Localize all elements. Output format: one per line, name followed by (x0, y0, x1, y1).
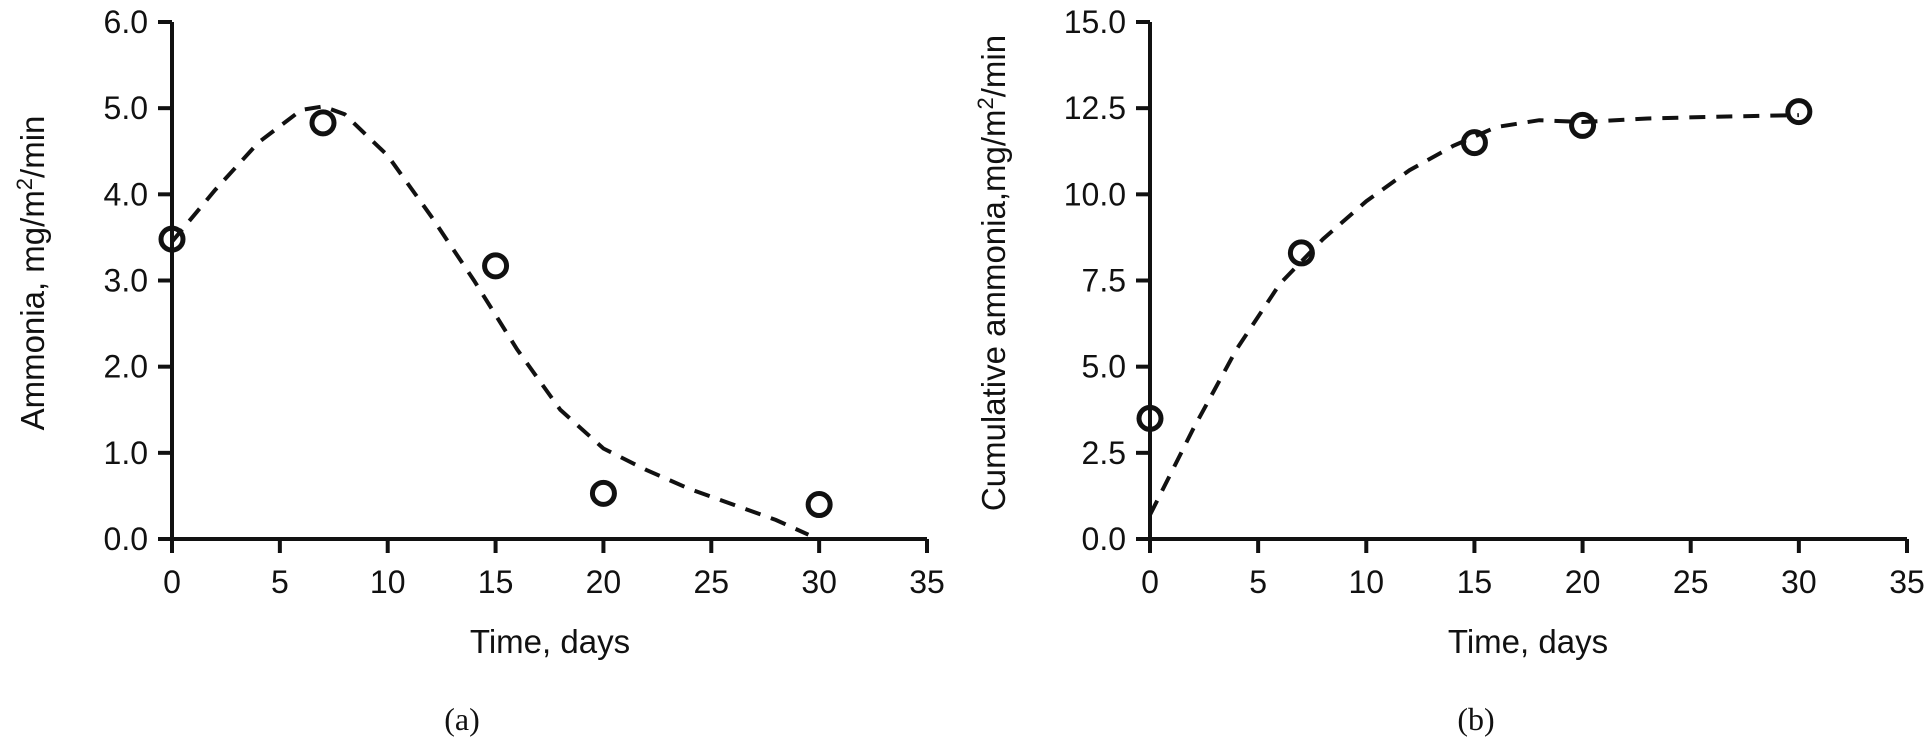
panel-b-x-tick-label: 20 (1565, 564, 1601, 600)
panel-b-y-tick-label: 12.5 (1064, 90, 1126, 126)
panel-b-x-tick-label: 15 (1457, 564, 1493, 600)
chart-panel-a: 0.0 1.0 2.0 3.0 4.0 5.0 6.0 0 5 10 15 20 25 30 35 Time… (12, 4, 945, 737)
panel-a-y-tick-label: 5.0 (104, 90, 148, 126)
panel-a-x-axis-title: Time, days (470, 623, 630, 660)
panel-b-y-tick-label: 0.0 (1082, 521, 1126, 557)
panel-b-y-tick-label: 5.0 (1082, 349, 1126, 385)
panel-b-caption: (b) (1457, 701, 1494, 737)
panel-a-trend-line (170, 104, 810, 537)
panel-a-x-tick-label: 0 (163, 564, 181, 600)
panel-a-y-tick-label: 2.0 (104, 349, 148, 385)
panel-a-data-point (482, 252, 510, 280)
panel-b-x-tick-label: 10 (1348, 564, 1384, 600)
panel-a-y-tick-label: 1.0 (104, 435, 148, 471)
panel-b-data-point (1287, 239, 1315, 267)
panel-b-marks: 0.0 2.5 5.0 7.5 10.0 12.5 15.0 0 5 10 15 20 25 30 35 (1064, 4, 1925, 600)
panel-b-data-point (1136, 404, 1164, 432)
panel-b-data-point (1460, 129, 1488, 157)
panel-a-x-tick-label: 10 (370, 564, 406, 600)
panel-b-data-point (1785, 98, 1813, 126)
panel-a-y-tick-label: 3.0 (104, 263, 148, 299)
panel-a-y-axis-title-tail: /min (14, 116, 51, 178)
panel-b-y-tick-label: 2.5 (1082, 435, 1126, 471)
panel-b-x-tick-label: 5 (1249, 564, 1267, 600)
panel-b-y-tick-label: 15.0 (1064, 4, 1126, 40)
panel-b-data-point (1569, 111, 1597, 139)
panel-a-x-tick-label: 15 (478, 564, 514, 600)
panel-a-data-point (805, 491, 833, 519)
panel-b-y-axis-title: Cumulative ammonia,mg/m2/min (973, 35, 1012, 511)
panel-b-y-tick-label: 7.5 (1082, 263, 1126, 299)
panel-b-x-tick-label: 0 (1141, 564, 1159, 600)
panel-b-x-tick-label: 30 (1781, 564, 1817, 600)
panel-b-y-axis-title-tail: /min (975, 35, 1012, 97)
panel-a-y-axis-title-sup: 2 (12, 178, 37, 190)
panel-b-y-tick-label: 10.0 (1064, 176, 1126, 212)
panel-b-y-axis-title-sup: 2 (973, 97, 998, 109)
panel-b-x-tick-label: 25 (1673, 564, 1709, 600)
panel-a-y-tick-label: 0.0 (104, 521, 148, 557)
panel-b-y-axis-title-main: Cumulative ammonia,mg/m (975, 109, 1012, 511)
panel-a-y-tick-label: 6.0 (104, 4, 148, 40)
panel-b-trend-line (1148, 113, 1799, 516)
panel-a-y-axis-title: Ammonia, mg/m2/min (12, 116, 51, 431)
panel-a-x-tick-label: 35 (909, 564, 945, 600)
panel-a-x-tick-label: 5 (271, 564, 289, 600)
panel-b-x-tick-label: 35 (1889, 564, 1925, 600)
panel-a-x-tick-label: 30 (801, 564, 837, 600)
panel-a-y-tick-label: 4.0 (104, 176, 148, 212)
panel-a-data-point (589, 479, 617, 507)
chart-panel-b: 0.0 2.5 5.0 7.5 10.0 12.5 15.0 0 5 10 15 20 25 30 35 T… (973, 4, 1925, 737)
panel-b-x-axis-title: Time, days (1448, 623, 1608, 660)
panel-a-caption: (a) (444, 701, 480, 737)
panel-a-data-point (309, 109, 337, 137)
panel-a-x-tick-label: 20 (586, 564, 622, 600)
panel-a-y-axis-title-main: Ammonia, mg/m (14, 190, 51, 430)
panel-a-data-point (158, 225, 186, 253)
panel-a-marks: 0.0 1.0 2.0 3.0 4.0 5.0 6.0 0 5 10 15 20 25 30 35 (104, 4, 945, 600)
panel-a-x-tick-label: 25 (693, 564, 729, 600)
